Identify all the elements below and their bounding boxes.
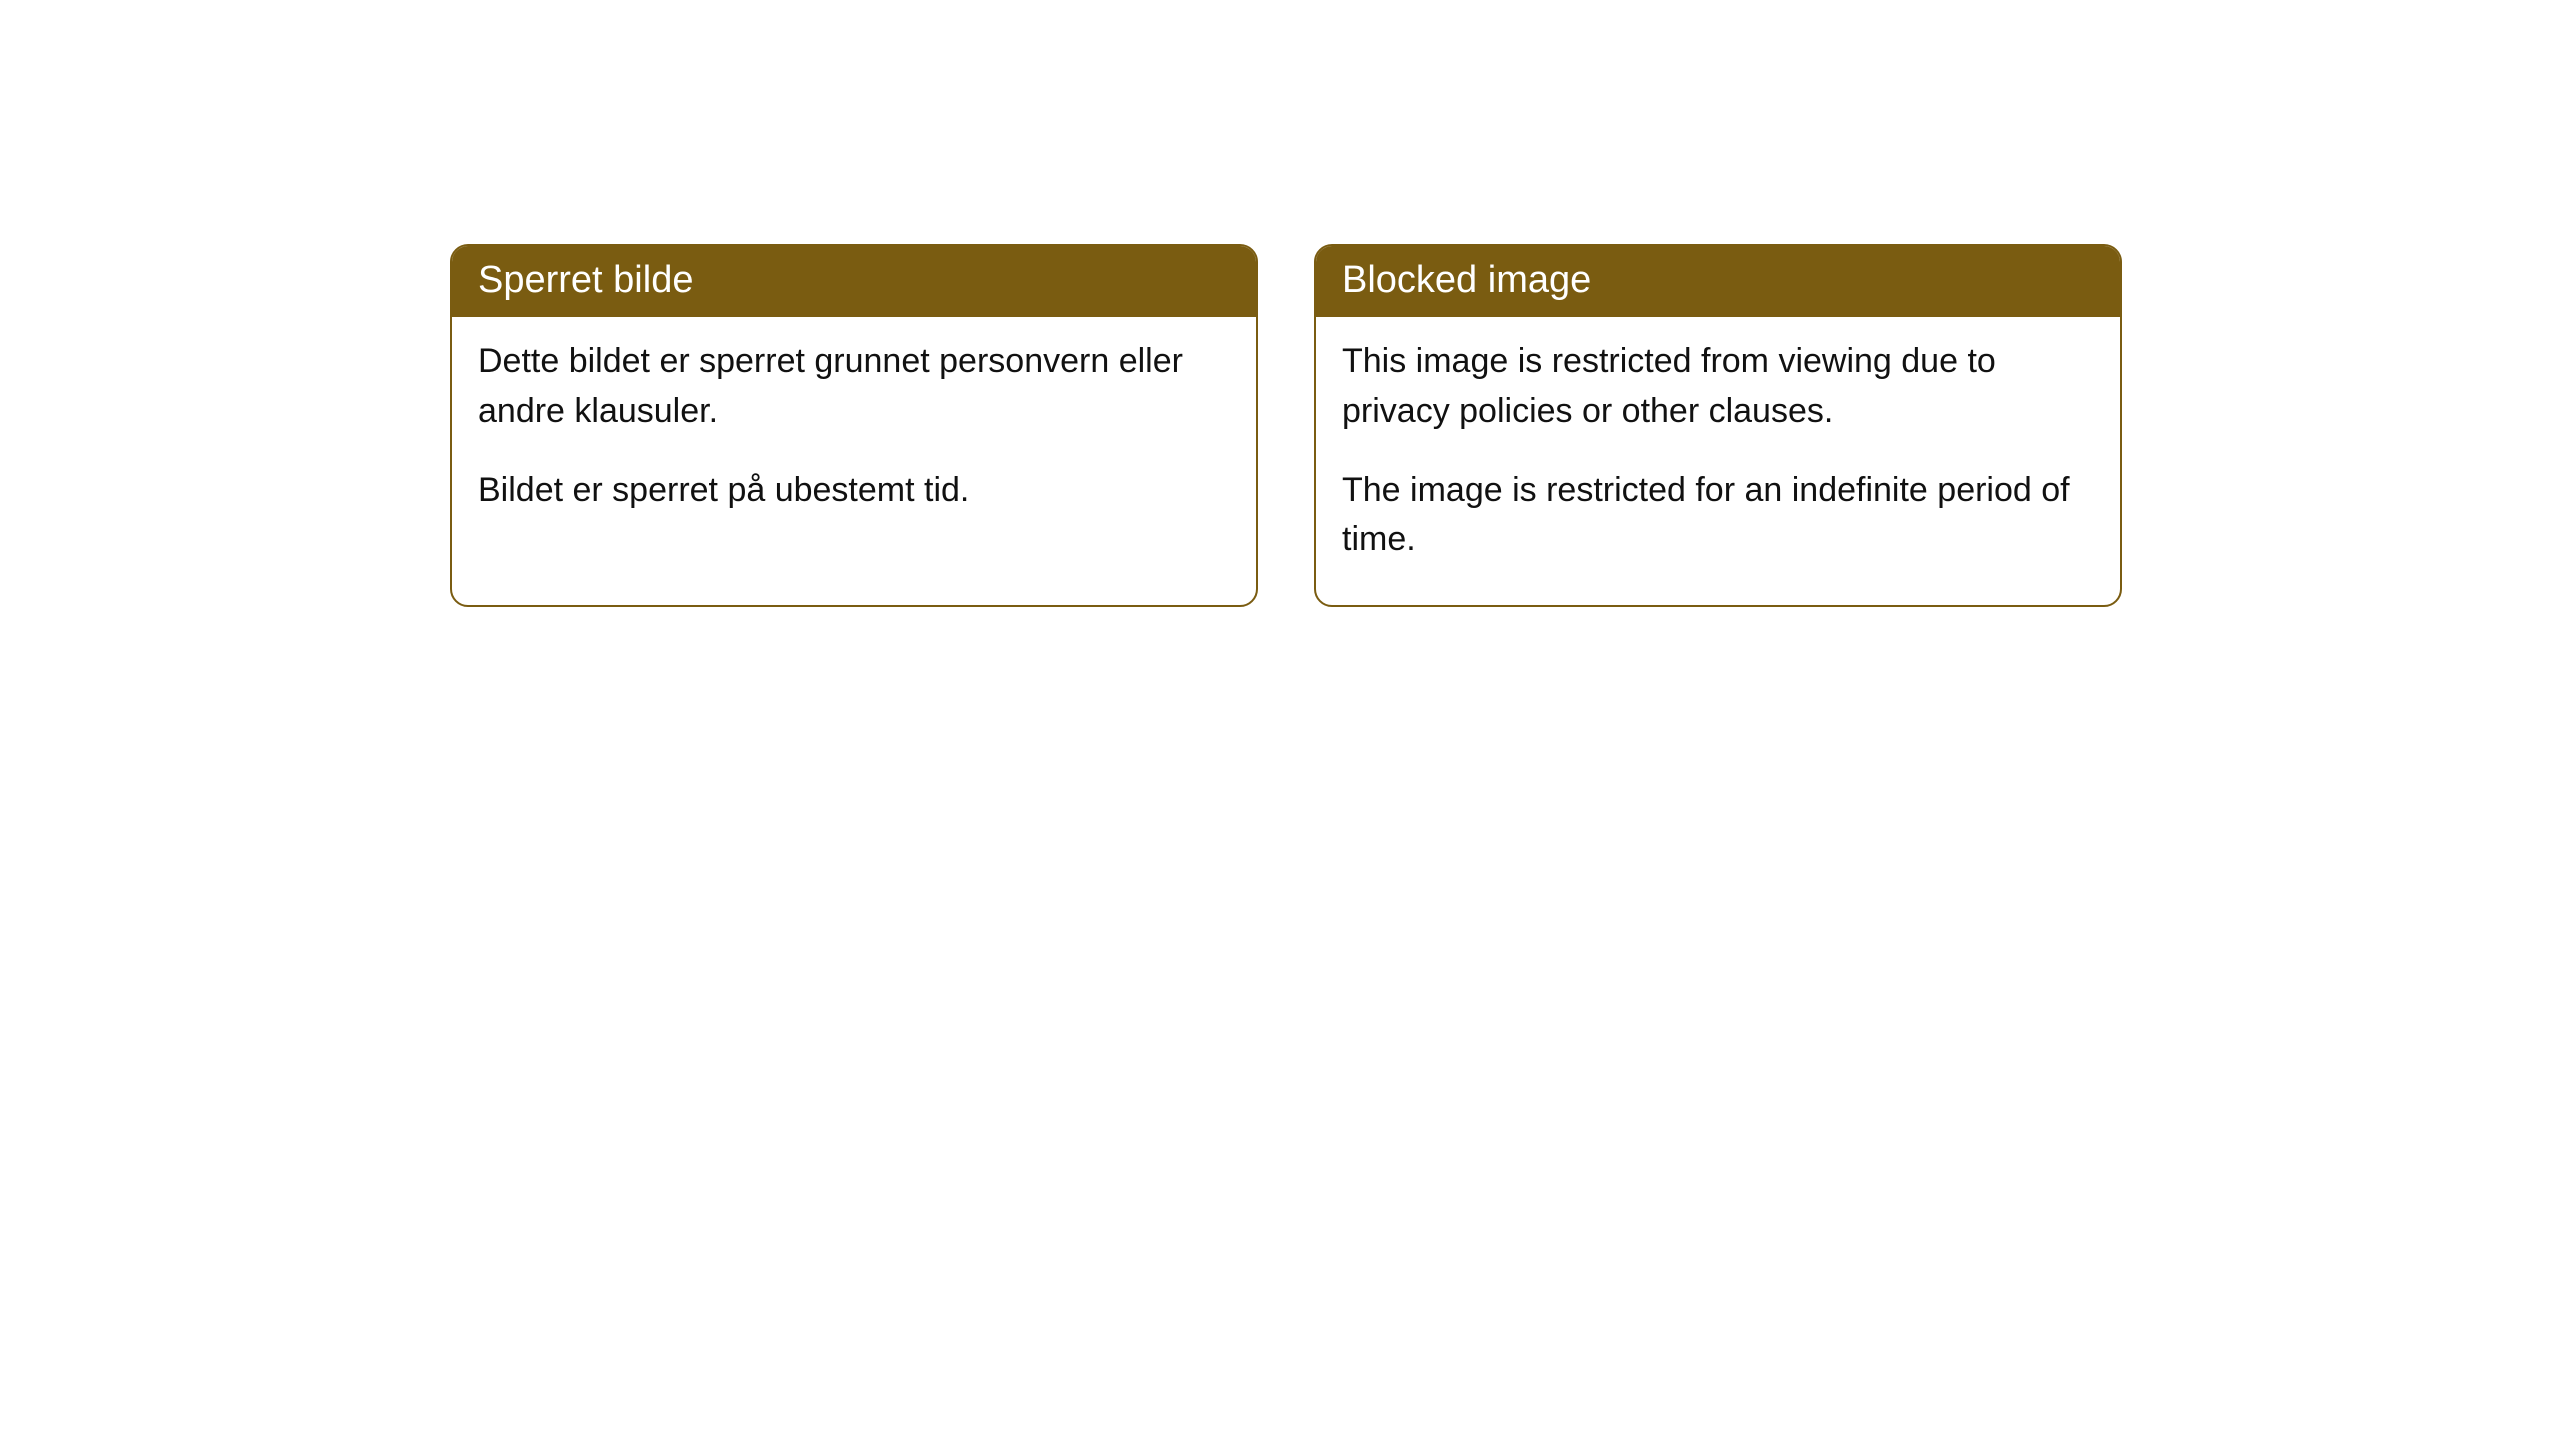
notice-card-english: Blocked image This image is restricted f… xyxy=(1314,244,2122,607)
card-header: Sperret bilde xyxy=(452,246,1256,317)
card-body: This image is restricted from viewing du… xyxy=(1316,317,2120,604)
card-text-line: The image is restricted for an indefinit… xyxy=(1342,466,2094,565)
notice-cards-container: Sperret bilde Dette bildet er sperret gr… xyxy=(450,244,2122,607)
card-text-line: Bildet er sperret på ubestemt tid. xyxy=(478,466,1230,515)
card-body: Dette bildet er sperret grunnet personve… xyxy=(452,317,1256,555)
card-header: Blocked image xyxy=(1316,246,2120,317)
card-text-line: This image is restricted from viewing du… xyxy=(1342,337,2094,436)
notice-card-norwegian: Sperret bilde Dette bildet er sperret gr… xyxy=(450,244,1258,607)
card-text-line: Dette bildet er sperret grunnet personve… xyxy=(478,337,1230,436)
